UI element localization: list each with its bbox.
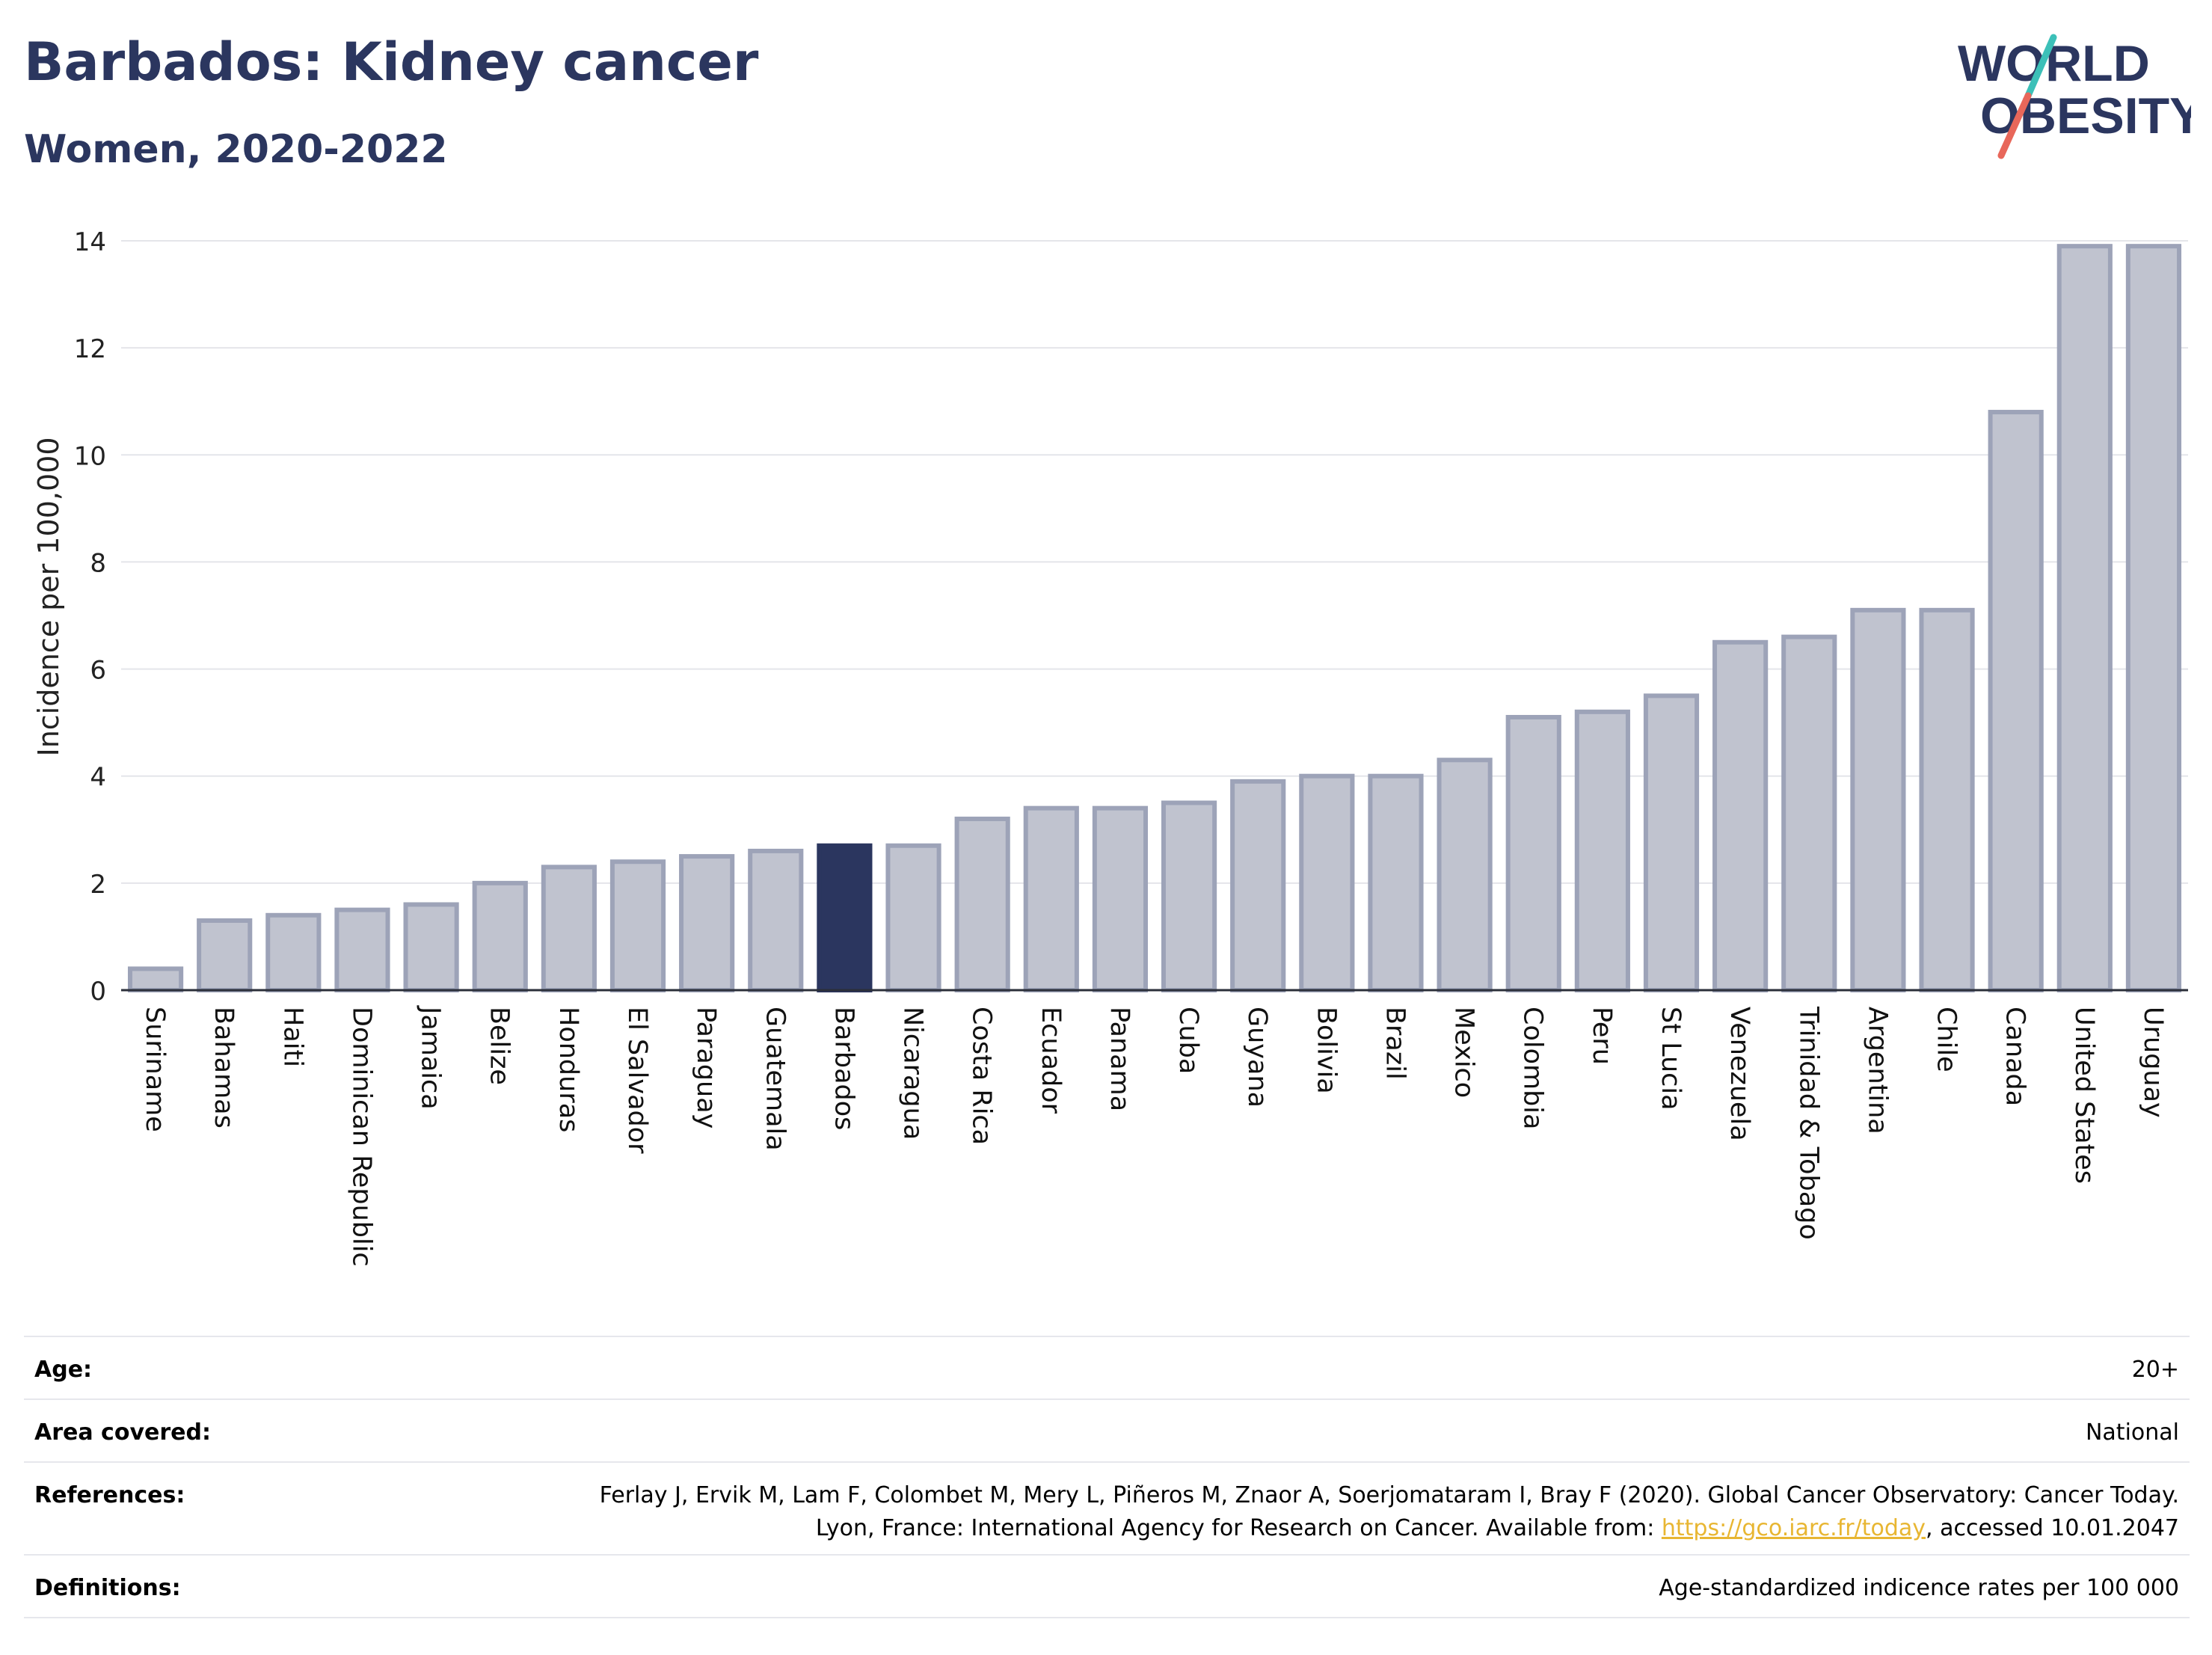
y-tick-label: 6 — [90, 656, 106, 686]
meta-row-age: Age: 20+ — [24, 1336, 2190, 1398]
page-subtitle: Women, 2020-2022 — [24, 127, 448, 172]
references-value: Ferlay J, Ervik M, Lam F, Colombet M, Me… — [534, 1479, 2179, 1545]
bar-st-lucia[interactable] — [1643, 693, 1700, 992]
bar-panama[interactable] — [1092, 805, 1149, 993]
y-tick-label: 14 — [74, 227, 106, 257]
x-tick-label: Costa Rica — [967, 1007, 997, 1145]
references-label: References: — [34, 1482, 185, 1508]
bar-chile[interactable] — [1919, 607, 1975, 992]
y-tick-label: 12 — [74, 334, 106, 364]
x-tick-label: Brazil — [1380, 1007, 1410, 1080]
bar-nicaragua[interactable] — [885, 843, 941, 992]
x-tick-label: Guatemala — [760, 1007, 790, 1151]
meta-row-definitions: Definitions: Age-standardized indicence … — [24, 1554, 2190, 1618]
world-obesity-logo: WORLD OBESITY — [1958, 34, 2191, 159]
definitions-label: Definitions: — [34, 1575, 181, 1601]
references-link[interactable]: https://gco.iarc.fr/today — [1661, 1515, 1926, 1541]
page-title: Barbados: Kidney cancer — [24, 31, 759, 93]
x-tick-label: Nicaragua — [898, 1007, 928, 1140]
bar-argentina[interactable] — [1850, 607, 1906, 992]
x-tick-label: Barbados — [829, 1007, 858, 1130]
x-tick-label: Jamaica — [416, 1005, 446, 1110]
x-tick-label: Haiti — [277, 1007, 307, 1067]
x-tick-label: Cuba — [1173, 1007, 1203, 1074]
x-tick-label: Chile — [1932, 1007, 1961, 1072]
area-label: Area covered: — [34, 1419, 211, 1446]
x-tick-label: Ecuador — [1036, 1007, 1066, 1114]
bars — [127, 244, 2182, 993]
bar-guatemala[interactable] — [748, 848, 804, 993]
bar-canada[interactable] — [1988, 410, 2044, 992]
x-tick-label: Trinidad & Tobago — [1793, 1006, 1823, 1240]
bar-trinidad-tobago[interactable] — [1781, 634, 1837, 993]
grid-lines — [121, 240, 2188, 884]
area-value: National — [2085, 1419, 2179, 1446]
bar-guyana[interactable] — [1230, 779, 1286, 992]
bar-belize[interactable] — [472, 880, 528, 992]
x-tick-label: Honduras — [553, 1007, 583, 1132]
x-tick-label: Guyana — [1242, 1007, 1272, 1108]
meta-row-area: Area covered: National — [24, 1398, 2190, 1461]
metadata-table: Age: 20+ Area covered: National Referenc… — [24, 1336, 2190, 1618]
x-tick-label: Paraguay — [691, 1007, 721, 1129]
bar-costa-rica[interactable] — [954, 816, 1010, 992]
bar-united-states[interactable] — [2056, 244, 2113, 992]
x-tick-label: Mexico — [1449, 1007, 1479, 1098]
x-tick-label: Argentina — [1862, 1007, 1892, 1134]
bar-peru[interactable] — [1574, 709, 1630, 992]
bar-dominican-republic[interactable] — [334, 907, 390, 993]
y-tick-label: 10 — [74, 441, 106, 471]
x-tick-label: Dominican Republic — [346, 1007, 376, 1267]
definitions-value: Age-standardized indicence rates per 100… — [1659, 1575, 2179, 1601]
y-tick-label: 2 — [90, 870, 106, 900]
bar-suriname[interactable] — [127, 966, 184, 993]
x-tick-label: United States — [2069, 1007, 2099, 1184]
bar-haiti[interactable] — [265, 912, 322, 992]
bar-jamaica[interactable] — [403, 902, 459, 992]
references-suffix: , accessed 10.01.2047 — [1926, 1515, 2179, 1541]
bar-paraguay[interactable] — [679, 854, 735, 992]
x-tick-label: El Salvador — [622, 1007, 652, 1154]
age-value: 20+ — [2131, 1357, 2179, 1383]
y-tick-label: 0 — [90, 977, 106, 1007]
x-tick-label: Uruguay — [2138, 1007, 2168, 1118]
x-tick-label: Panama — [1105, 1007, 1134, 1111]
y-axis-label: Incidence per 100,000 — [32, 437, 65, 756]
y-tick-label: 4 — [90, 763, 106, 793]
x-tick-label: Belize — [485, 1007, 514, 1085]
x-tick-label: Bahamas — [209, 1007, 239, 1129]
bar-bolivia[interactable] — [1299, 773, 1355, 992]
y-tick-label: 8 — [90, 548, 106, 578]
x-tick-label: Colombia — [1518, 1007, 1548, 1129]
bar-barbados[interactable] — [817, 843, 873, 992]
bar-el-salvador[interactable] — [609, 859, 666, 992]
axes: 0 2 4 6 8 10 12 14 Suriname Bahamas Haiti Dominican… — [74, 227, 2188, 1267]
bar-honduras[interactable] — [541, 865, 597, 993]
bar-uruguay[interactable] — [2125, 244, 2182, 992]
age-label: Age: — [34, 1357, 93, 1383]
bar-cuba[interactable] — [1161, 800, 1217, 992]
bar-ecuador[interactable] — [1023, 805, 1079, 993]
bar-chart: 0 2 4 6 8 10 12 14 Suriname Bahamas Haiti Dominican… — [32, 227, 2188, 1267]
meta-row-references: References: Ferlay J, Ervik M, Lam F, Co… — [24, 1461, 2190, 1554]
logo-slash-bottom — [1997, 92, 2032, 159]
bar-brazil[interactable] — [1368, 773, 1424, 992]
bar-bahamas[interactable] — [197, 918, 253, 993]
bar-colombia[interactable] — [1505, 714, 1561, 992]
x-tick-label: Venezuela — [1724, 1007, 1754, 1141]
x-tick-label: Bolivia — [1311, 1007, 1341, 1094]
bar-mexico[interactable] — [1437, 758, 1493, 992]
x-tick-label: Canada — [2000, 1007, 2030, 1106]
logo-slash-top — [2024, 34, 2057, 99]
x-tick-label: Suriname — [140, 1007, 170, 1132]
x-tick-label: St Lucia — [1656, 1007, 1686, 1111]
x-tick-label: Peru — [1587, 1007, 1617, 1065]
bar-venezuela[interactable] — [1712, 639, 1769, 992]
references-text: Ferlay J, Ervik M, Lam F, Colombet M, Me… — [599, 1482, 2179, 1541]
